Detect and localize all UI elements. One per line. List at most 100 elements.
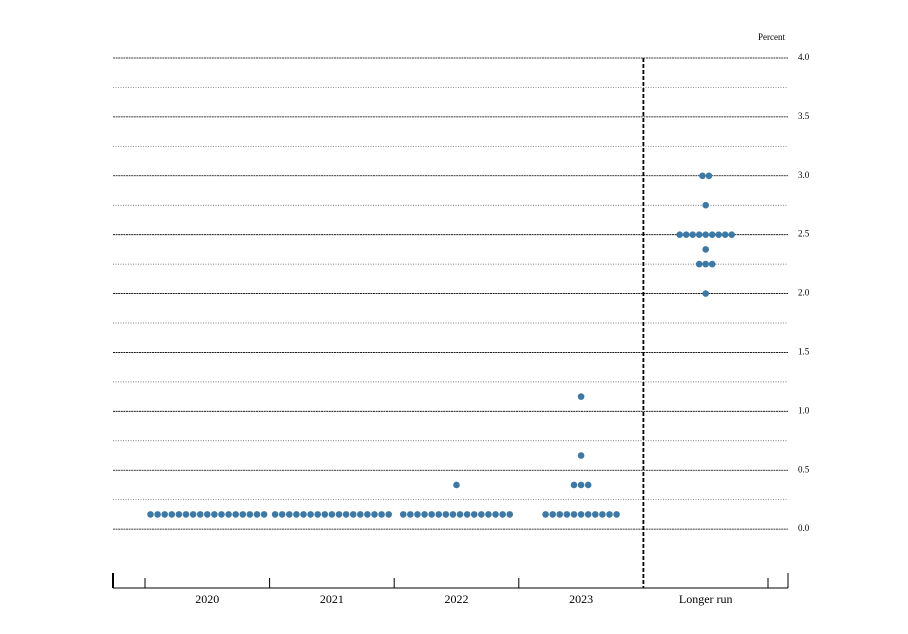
dot: [456, 511, 464, 518]
y-tick-label: 0.5: [798, 464, 810, 474]
dot: [161, 511, 168, 518]
dot: [271, 511, 279, 518]
dot: [357, 511, 364, 518]
dot: [442, 511, 450, 518]
dot: [189, 511, 197, 518]
dot: [577, 511, 585, 518]
dot: [577, 481, 585, 489]
dot: [478, 511, 485, 518]
dot: [246, 511, 254, 518]
dot: [168, 511, 176, 518]
dot: [592, 511, 599, 518]
dot: [463, 511, 471, 518]
dot: [225, 511, 232, 518]
dot: [253, 511, 261, 518]
dot: [218, 511, 225, 518]
dot: [147, 511, 154, 518]
x-tick-label: 2022: [445, 592, 469, 606]
dot: [689, 231, 696, 238]
y-tick-label: 3.0: [798, 170, 810, 180]
dot: [728, 231, 735, 238]
dot: [260, 511, 268, 518]
dot: [453, 481, 460, 489]
dot: [506, 511, 514, 518]
dot: [577, 452, 585, 459]
dot: [556, 511, 564, 518]
dot: [702, 246, 709, 253]
dot: [584, 511, 592, 518]
dot: [699, 172, 706, 180]
dot: [570, 481, 578, 489]
dot: [702, 290, 709, 297]
dot: [421, 511, 428, 518]
dot: [676, 231, 683, 238]
dot: [321, 511, 329, 518]
x-tick-label: 2021: [320, 592, 344, 606]
dot: [300, 511, 307, 518]
dot: [278, 511, 286, 518]
dot: [485, 511, 492, 518]
dot: [378, 511, 385, 518]
dot: [314, 511, 322, 518]
dot: [204, 511, 211, 518]
dot: [708, 231, 716, 238]
dot: [705, 172, 713, 180]
dot: [577, 393, 585, 400]
dot: [721, 231, 729, 238]
dot: [499, 511, 506, 518]
dot: [154, 511, 161, 518]
dot: [342, 511, 350, 518]
dot: [613, 511, 620, 518]
y-tick-label: 0.0: [798, 523, 810, 533]
dot: [175, 511, 183, 518]
x-tick-label: Longer run: [679, 592, 733, 606]
dot: [599, 511, 606, 518]
dot: [702, 201, 709, 209]
dot: [293, 511, 300, 518]
dot: [239, 511, 247, 518]
y-tick-label: 3.5: [798, 111, 810, 121]
y-axis-label: Percent: [758, 32, 785, 42]
dot: [492, 511, 499, 518]
dot: [335, 511, 343, 518]
dot: [232, 511, 239, 518]
dot: [695, 260, 703, 268]
x-tick-label: 2023: [569, 592, 593, 606]
dot: [708, 260, 716, 268]
dot: [549, 511, 556, 518]
y-tick-label: 2.0: [798, 288, 810, 298]
dot: [371, 511, 378, 518]
dot: [286, 511, 293, 518]
dot: [385, 511, 393, 518]
dot: [328, 511, 336, 518]
y-tick-label: 1.0: [798, 405, 810, 415]
dot: [702, 231, 709, 238]
dot: [349, 511, 357, 518]
y-tick-label: 2.5: [798, 229, 810, 239]
dot: [449, 511, 457, 518]
dot: [399, 511, 407, 518]
dot: [563, 511, 571, 518]
dot: [682, 231, 690, 238]
dot: [211, 511, 218, 518]
dot: [307, 511, 314, 518]
y-tick-label: 1.5: [798, 347, 810, 357]
dot: [435, 511, 443, 518]
dot: [196, 511, 204, 518]
dot: [542, 511, 549, 518]
y-tick-label: 4.0: [798, 52, 810, 62]
dot: [702, 260, 709, 268]
x-tick-label: 2020: [195, 592, 219, 606]
dot: [364, 511, 371, 518]
dot: [428, 511, 435, 518]
dot: [606, 511, 613, 518]
dot: [182, 511, 190, 518]
dot: [715, 231, 722, 238]
dot: [584, 481, 592, 489]
dot: [570, 511, 578, 518]
dot: [414, 511, 421, 518]
dot: [407, 511, 414, 518]
dot: [695, 231, 703, 238]
dot: [470, 511, 478, 518]
